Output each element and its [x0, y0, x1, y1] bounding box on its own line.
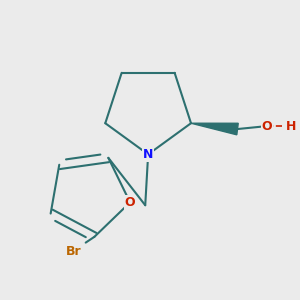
Text: H: H [286, 120, 296, 133]
Text: O: O [261, 120, 272, 133]
Polygon shape [191, 123, 238, 135]
Text: O: O [125, 196, 135, 209]
Text: N: N [143, 148, 153, 161]
Text: Br: Br [66, 245, 82, 258]
